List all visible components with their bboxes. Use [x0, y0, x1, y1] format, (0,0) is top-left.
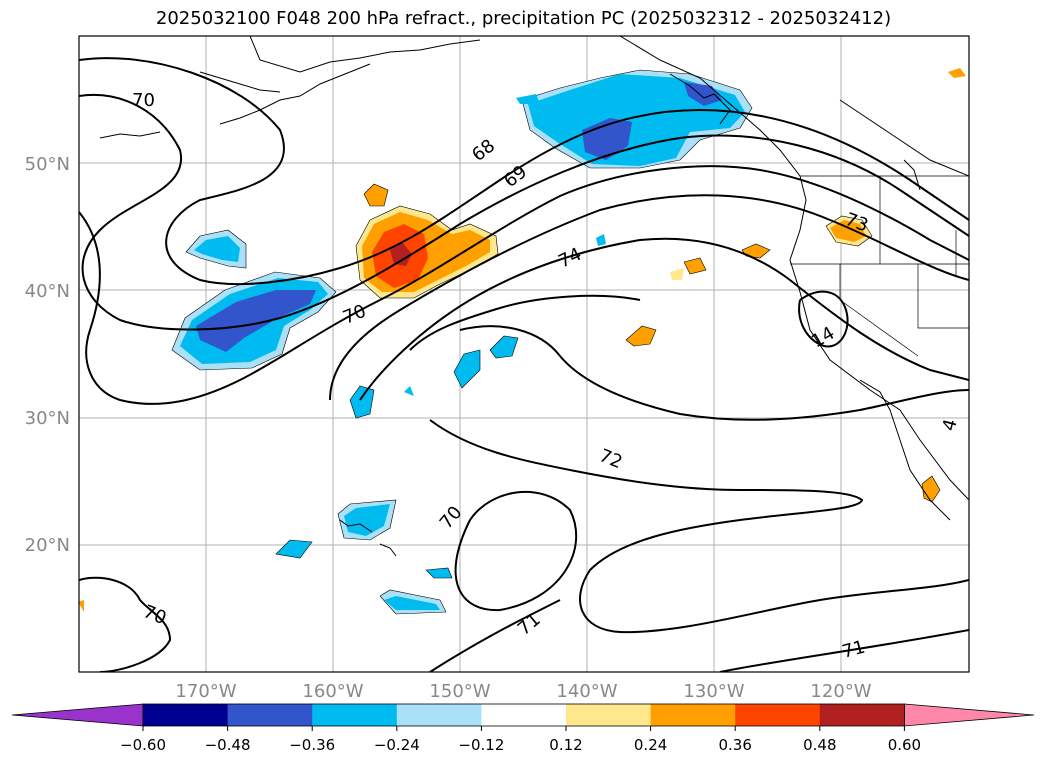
lon-label: 120°W	[810, 681, 871, 702]
lon-label: 150°W	[429, 681, 490, 702]
colorbar-swatch	[227, 704, 313, 726]
colorbar-tick-label: −0.48	[205, 736, 251, 754]
lon-label: 130°W	[683, 681, 744, 702]
lon-label: 160°W	[302, 681, 363, 702]
colorbar-extend-low	[11, 703, 144, 727]
map-title: 2025032100 F048 200 hPa refract., precip…	[155, 8, 892, 29]
lat-label: 20°N	[25, 535, 70, 556]
longitude-labels: 170°W 160°W 150°W 140°W 130°W 120°W	[175, 681, 871, 702]
colorbar-swatch	[819, 704, 905, 726]
colorbar-swatch	[143, 704, 229, 726]
contour-label: 70	[132, 90, 155, 111]
negative-precip-areas	[171, 69, 753, 615]
colorbar-swatch	[735, 704, 821, 726]
colorbar-swatch	[650, 704, 736, 726]
colorbar-tick-label: −0.60	[120, 736, 166, 754]
colorbar-tick-label: 0.48	[803, 736, 836, 754]
lat-label: 40°N	[25, 281, 70, 302]
colorbar-outline	[142, 703, 905, 727]
lon-label: 140°W	[556, 681, 617, 702]
colorbar-swatch	[396, 704, 482, 726]
colorbar-tick-label: −0.12	[458, 736, 504, 754]
coastlines	[99, 36, 969, 557]
colorbar-tick-label: −0.24	[374, 736, 420, 754]
colorbar-tick-label: 0.24	[634, 736, 667, 754]
colorbar-tick-label: 0.36	[718, 736, 751, 754]
colorbar-tick-label: −0.36	[289, 736, 335, 754]
lat-label: 30°N	[25, 408, 70, 429]
colorbar-swatch	[481, 704, 567, 726]
colorbar: −0.60 −0.48 −0.36 −0.24 −0.12 0.12 0.24 0.36 0.4…	[11, 703, 1035, 754]
colorbar-extend-high	[904, 703, 1035, 727]
colorbar-swatch	[312, 704, 398, 726]
map-border	[78, 35, 970, 673]
colorbar-swatches	[11, 703, 1035, 727]
contour-label: 4	[939, 417, 962, 433]
lat-label: 50°N	[25, 154, 70, 175]
positive-precip-areas	[79, 68, 966, 612]
colorbar-swatch	[566, 704, 652, 726]
refractivity-contours	[79, 57, 969, 672]
colorbar-tick-label: 0.60	[888, 736, 921, 754]
lon-label: 170°W	[175, 681, 236, 702]
colorbar-tick-label: 0.12	[549, 736, 582, 754]
colorbar-ticks: −0.60 −0.48 −0.36 −0.24 −0.12 0.12 0.24 0.36 0.4…	[120, 726, 921, 754]
latitude-labels: 50°N 40°N 30°N 20°N	[25, 154, 70, 556]
